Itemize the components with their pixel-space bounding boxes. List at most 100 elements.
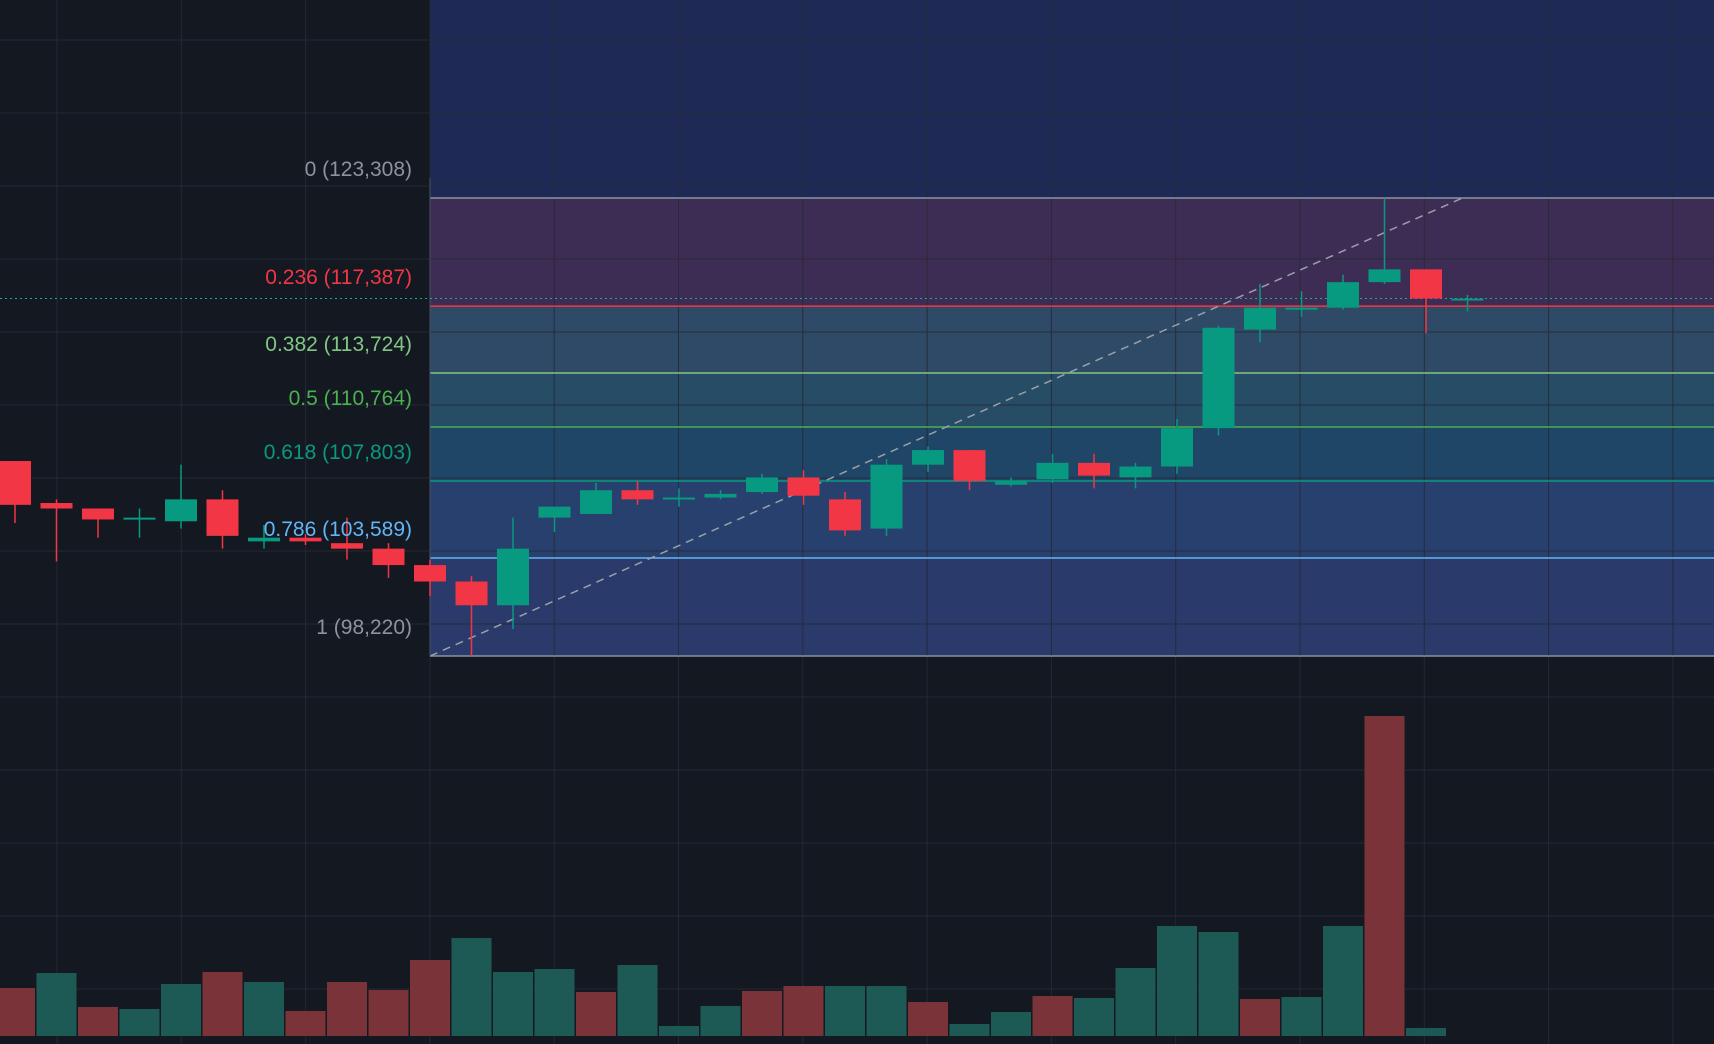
fib-trendline — [429, 197, 1463, 657]
volume-bar — [1406, 1028, 1446, 1036]
candle-body — [1244, 307, 1276, 330]
candle[interactable] — [787, 470, 820, 505]
candle[interactable] — [1451, 294, 1484, 312]
candle-body — [870, 464, 903, 529]
volume-bar — [617, 965, 658, 1036]
candle-body — [0, 461, 31, 505]
candle[interactable] — [165, 464, 197, 529]
candle[interactable] — [1368, 198, 1401, 284]
candle[interactable] — [1244, 283, 1276, 343]
candle-body — [829, 499, 861, 531]
candle[interactable] — [1161, 419, 1193, 474]
candle-body — [40, 503, 73, 509]
volume-series — [0, 716, 1446, 1036]
volume-bar — [327, 982, 367, 1036]
fib-level-label: 1 (98,220) — [316, 616, 412, 639]
fib-zone-0 — [430, 198, 1714, 307]
volume-bar — [1323, 926, 1363, 1036]
fib-zone-above-0 — [430, 0, 1714, 198]
candle[interactable] — [1285, 291, 1318, 317]
candle-body — [1078, 462, 1110, 476]
candle-body — [663, 497, 695, 500]
volume-bar — [1032, 996, 1073, 1036]
candle-body — [953, 450, 986, 482]
candle[interactable] — [82, 508, 114, 538]
candle[interactable] — [1119, 462, 1152, 489]
fib-zone-0-382 — [430, 372, 1714, 427]
candle-body — [1161, 428, 1193, 467]
candle-body — [123, 517, 156, 520]
candle[interactable] — [331, 517, 363, 560]
candle-body — [206, 499, 239, 536]
candle[interactable] — [289, 534, 322, 546]
candle-body — [912, 450, 944, 465]
candle-body — [1410, 269, 1442, 299]
fib-zones — [430, 0, 1714, 656]
volume-bar — [1074, 998, 1114, 1036]
candle-body — [1327, 282, 1359, 308]
volume-bar — [285, 1011, 326, 1036]
candle-body — [580, 490, 612, 514]
candle-body — [248, 537, 280, 542]
volume-bar — [949, 1024, 990, 1036]
volume-bar — [410, 960, 450, 1036]
volume-bar — [1198, 932, 1239, 1036]
candle[interactable] — [870, 459, 903, 536]
volume-bar — [1115, 968, 1156, 1036]
volume-bar — [451, 938, 492, 1036]
candle[interactable] — [414, 559, 446, 597]
volume-bar — [244, 982, 284, 1036]
fib-level-label: 0.786 (103,589) — [264, 518, 412, 541]
fib-level-label: 0.618 (107,803) — [264, 441, 412, 464]
candle[interactable] — [40, 499, 73, 562]
candle-body — [331, 543, 363, 549]
candles — [0, 198, 1484, 656]
fib-level-label: 0.236 (117,387) — [265, 266, 412, 289]
candle[interactable] — [1078, 453, 1110, 489]
volume-bar — [493, 972, 533, 1036]
candle[interactable] — [1202, 325, 1235, 436]
volume-bar — [78, 1007, 118, 1036]
volume-bar — [866, 986, 907, 1036]
volume-bar — [0, 988, 35, 1036]
candle[interactable] — [912, 446, 944, 472]
candle[interactable] — [663, 488, 695, 507]
candle[interactable] — [580, 482, 612, 514]
candle-body — [372, 548, 405, 566]
candle[interactable] — [953, 450, 986, 491]
candle-body — [704, 493, 737, 498]
volume-bar — [1364, 716, 1405, 1036]
candle[interactable] — [1327, 274, 1359, 310]
candle[interactable] — [538, 506, 571, 533]
candle[interactable] — [206, 490, 239, 549]
volume-bar — [659, 1026, 699, 1036]
candle[interactable] — [1036, 453, 1069, 483]
candle-body — [1451, 298, 1484, 301]
candle[interactable] — [0, 461, 31, 524]
fib-level-label: 0.382 (113,724) — [265, 333, 412, 356]
candle[interactable] — [455, 576, 488, 656]
candle[interactable] — [829, 492, 861, 536]
candle[interactable] — [497, 517, 529, 629]
candle[interactable] — [1410, 269, 1442, 334]
candle-body — [455, 581, 488, 606]
candle[interactable] — [248, 524, 280, 549]
volume-bar — [368, 990, 409, 1036]
candle-body — [538, 506, 571, 518]
candle[interactable] — [372, 543, 405, 578]
candle-body — [289, 537, 322, 542]
candle[interactable] — [621, 481, 654, 505]
candle[interactable] — [123, 508, 156, 538]
volume-bar — [783, 986, 824, 1036]
candle-body — [995, 481, 1027, 485]
fib-labels: 0 (123,308) 0.236 (117,387) 0.382 (113,724… — [264, 158, 412, 639]
candle[interactable] — [995, 477, 1027, 487]
candle[interactable] — [746, 473, 778, 494]
fib-zone-0-236 — [430, 306, 1714, 373]
candle-body — [497, 548, 529, 606]
candle[interactable] — [704, 490, 737, 500]
volume-bar — [119, 1009, 160, 1036]
volume-bar — [36, 973, 77, 1036]
